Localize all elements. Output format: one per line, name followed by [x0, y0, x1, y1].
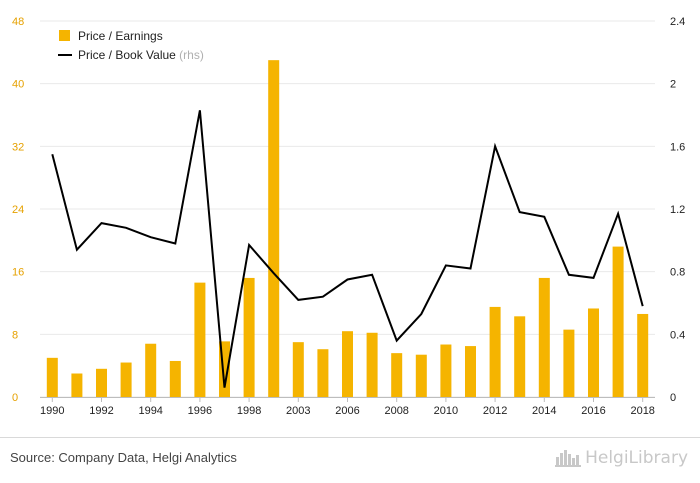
bar: [120, 362, 132, 397]
y-left-tick-label: 16: [12, 267, 24, 279]
bar: [538, 277, 550, 397]
y-right-tick-label: 0.4: [670, 329, 685, 341]
source-note: Source: Company Data, Helgi Analytics: [10, 450, 237, 465]
footer-divider: [0, 437, 700, 438]
y-left-tick-label: 40: [12, 79, 24, 91]
y-right-tick-label: 2.4: [670, 16, 685, 28]
bar: [292, 342, 304, 397]
x-tick-label: 1998: [237, 405, 261, 417]
bar: [612, 246, 624, 397]
y-left-tick-label: 24: [12, 204, 24, 216]
legend: Price / Earnings Price / Book Value (rhs): [58, 29, 204, 62]
bar: [563, 329, 575, 397]
line-series-price-book: [51, 110, 644, 388]
bar: [194, 282, 206, 397]
y-right-tick-label: 0.8: [670, 267, 685, 279]
y-left-tick-label: 0: [12, 392, 18, 404]
bar: [243, 277, 255, 397]
y-right-tick-label: 1.2: [670, 204, 685, 216]
x-tick-label: 2003: [286, 405, 310, 417]
bar: [219, 341, 230, 397]
legend-label-price-earnings: Price / Earnings: [78, 29, 163, 43]
bar: [342, 331, 353, 397]
bar: [637, 313, 649, 397]
price-book-line: [51, 110, 644, 388]
x-tick-label: 2010: [434, 405, 458, 417]
y-right-tick-label: 0: [670, 392, 676, 404]
x-tick-label: 2014: [532, 405, 556, 417]
y-left-tick-label: 32: [12, 141, 24, 153]
bar: [465, 346, 476, 397]
bar: [96, 368, 107, 397]
bar: [415, 354, 427, 397]
brand-logo: HelgiLibrary: [555, 448, 688, 468]
brand-name: HelgiLibrary: [585, 448, 688, 468]
x-tick-label: 2018: [630, 405, 654, 417]
x-tick-label: 1996: [188, 405, 212, 417]
legend-rhs-note: (rhs): [179, 48, 204, 62]
y-left-tick-label: 48: [12, 16, 24, 28]
bar-series-price-earnings: [46, 60, 649, 398]
y-right-tick-label: 1.6: [670, 141, 685, 153]
bar: [317, 349, 329, 397]
legend-swatch-price-earnings: [59, 30, 70, 41]
bar: [71, 373, 83, 397]
bar: [169, 360, 181, 397]
x-tick-label: 1990: [40, 405, 64, 417]
bar: [440, 344, 452, 397]
bar: [46, 357, 58, 397]
bar: [391, 353, 403, 397]
legend-label-price-book: Price / Book Value (rhs): [78, 48, 204, 62]
city-skyline-icon: [555, 450, 582, 467]
gridlines: [40, 20, 655, 398]
x-tick-label: 2006: [335, 405, 359, 417]
bar: [366, 332, 378, 397]
y-axis-right: 0 0.4 0.8 1.2 1.6 2 2.4: [670, 16, 685, 404]
x-tick-label: 1992: [89, 405, 113, 417]
bar: [145, 343, 157, 397]
y-left-tick-label: 8: [12, 329, 18, 341]
y-right-tick-label: 2: [670, 79, 676, 91]
x-tick-label: 2016: [581, 405, 605, 417]
y-axis-left: 0 8 16 24 32 40 48: [12, 16, 24, 404]
x-axis: 1990 1992 1994 1996 1998 2003 2006 2008 2010 2012…: [40, 397, 655, 417]
bar: [268, 60, 280, 398]
x-tick-label: 1994: [138, 405, 162, 417]
chart: 1990 1992 1994 1996 1998 2003 2006 2008 2010 2012…: [12, 16, 685, 417]
x-tick-label: 2012: [483, 405, 507, 417]
bar: [489, 306, 501, 397]
x-tick-label: 2008: [384, 405, 408, 417]
bar: [588, 308, 599, 397]
bar: [514, 316, 526, 397]
